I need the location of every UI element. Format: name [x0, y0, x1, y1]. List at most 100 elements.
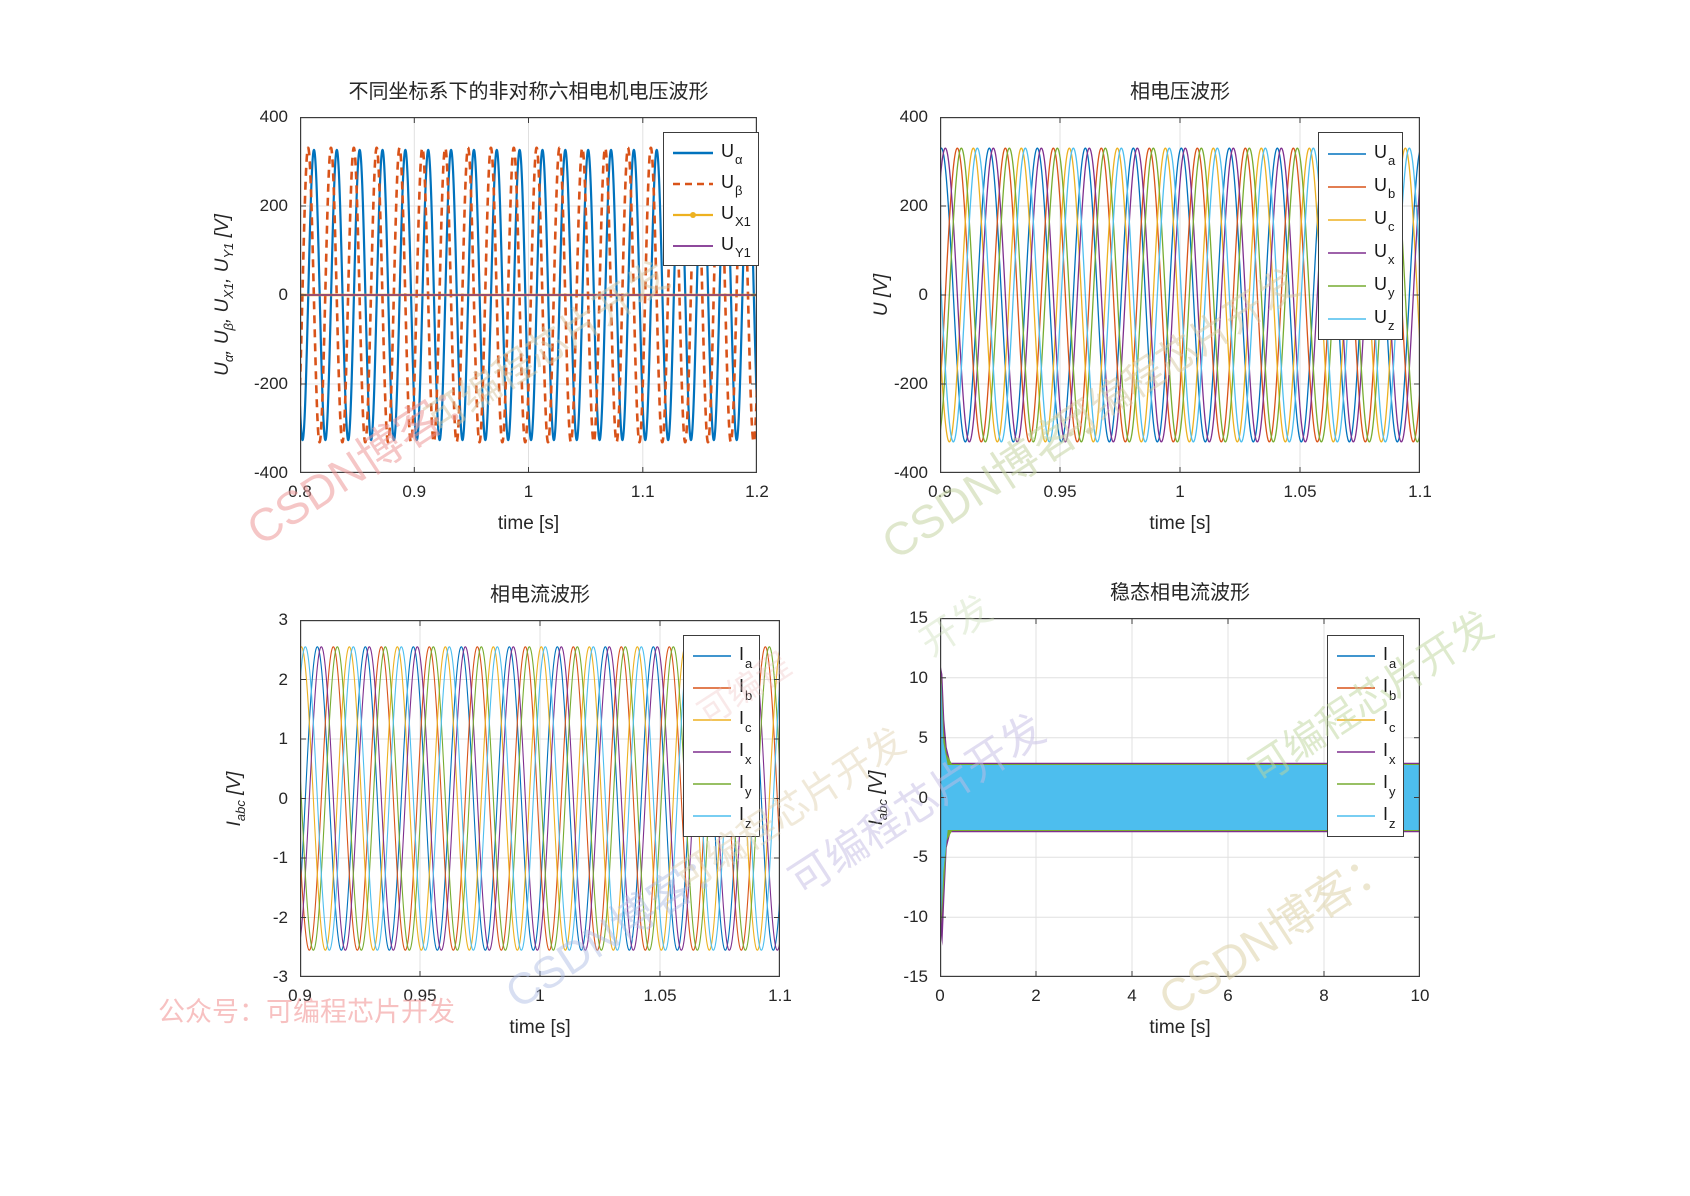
legend-line-sample: [1337, 719, 1375, 721]
y-tick-label: 0: [918, 285, 928, 304]
x-tick-label: 0.9: [288, 986, 312, 1005]
chart-title: 相电压波形: [1130, 81, 1230, 103]
legend-label-base: I: [1383, 708, 1389, 729]
legend-label-subscript: b: [745, 687, 753, 703]
legend-label-subscript: β: [735, 183, 743, 199]
legend-entry: UX1: [672, 199, 751, 230]
y-tick-label: 400: [899, 107, 928, 126]
y-tick-label: 15: [909, 608, 928, 627]
legend-label-base: U: [1374, 240, 1387, 261]
x-tick-label: 10: [1410, 986, 1430, 1005]
legend-entry: Ux: [1327, 236, 1395, 269]
legend-line-sample: [673, 211, 713, 218]
y-tick-label: 0: [278, 285, 288, 304]
legend-label-subscript: a: [745, 655, 753, 671]
legend-line-sample: [693, 815, 731, 817]
legend-box: Ia Ib Ic Ix Iy Iz: [1327, 635, 1405, 837]
chart-title: 相电流波形: [490, 584, 590, 606]
legend-line-sample: [1328, 152, 1366, 155]
x-tick-label: 0: [935, 986, 945, 1005]
legend-line-sample: [693, 751, 731, 753]
legend-entry: Uα: [672, 137, 750, 168]
legend-label-base: U: [1374, 273, 1387, 294]
series-line-U_z: [940, 147, 1420, 443]
legend-entry: Uy: [1327, 269, 1395, 302]
legend-label-base: I: [739, 644, 745, 665]
x-tick-label: 1.1: [630, 482, 655, 501]
legend-line-sample: [1328, 284, 1366, 287]
x-tick-label: 4: [1127, 986, 1137, 1005]
y-tick-label: -400: [253, 463, 288, 482]
x-tick-label: 1: [523, 482, 534, 501]
legend-entry-label: Uα: [721, 140, 743, 168]
legend-entry: Iz: [692, 800, 752, 832]
legend-label-subscript: a: [1388, 153, 1396, 169]
legend-entry: Iz: [1336, 800, 1396, 832]
legend-label-subscript: X1: [735, 214, 751, 230]
legend-line-sample: [1337, 751, 1375, 753]
x-tick-label: 8: [1319, 986, 1329, 1005]
legend-label-base: I: [1383, 676, 1389, 697]
legend-entry-label: UX1: [721, 203, 751, 230]
legend-label-subscript: y: [1389, 783, 1396, 799]
legend-label-base: I: [1383, 644, 1389, 665]
y-tick-label: 1: [278, 729, 288, 748]
legend-entry-label: Ix: [739, 740, 752, 767]
legend-label-subscript: x: [1388, 252, 1395, 268]
x-tick-label: 1.2: [745, 482, 769, 501]
legend-entry-label: Ic: [739, 708, 752, 735]
legend-box: Uα Uβ UX1 UY1: [663, 132, 759, 266]
legend-box: Ia Ib Ic Ix Iy Iz: [683, 635, 761, 837]
legend-label-subscript: b: [1388, 186, 1396, 202]
y-tick-label: 3: [278, 610, 288, 629]
y-tick-label: -3: [272, 967, 288, 986]
series-band-band-cyan: [940, 676, 1420, 916]
y-tick-label: 5: [918, 727, 928, 747]
legend-entry: Ic: [692, 704, 752, 736]
y-tick-label: 200: [899, 196, 928, 215]
y-tick-label: -1: [272, 848, 288, 867]
legend-label-subscript: x: [745, 751, 752, 767]
y-tick-label: -5: [912, 847, 928, 867]
series-line-U_beta: [300, 146, 757, 444]
legend-entry: Ia: [692, 640, 753, 672]
legend-label-base: U: [721, 140, 734, 161]
x-tick-label: 1.05: [1283, 482, 1317, 501]
legend-entry-label: Ib: [739, 676, 753, 703]
legend-label-base: I: [739, 740, 745, 761]
y-label-text: I: [866, 819, 888, 825]
legend-entry-label: Uz: [1374, 307, 1395, 334]
legend-entry-label: UY1: [721, 233, 751, 261]
legend-label-subscript: c: [1388, 219, 1395, 235]
legend-label-subscript: a: [1389, 655, 1397, 671]
legend-entry: Ua: [1327, 137, 1396, 170]
legend-entry: Ib: [1336, 672, 1396, 704]
legend-label-base: U: [721, 171, 734, 192]
legend-label-subscript: z: [1388, 318, 1395, 334]
legend-label-base: U: [1374, 141, 1387, 162]
legend-label-base: U: [721, 233, 734, 254]
legend-line-sample: [1337, 815, 1375, 817]
series-line-I_c: [300, 646, 780, 951]
x-axis-label: time [s]: [497, 513, 560, 534]
y-axis-label: Iabc [V]: [866, 770, 890, 825]
legend-entry-label: Iz: [1383, 804, 1396, 831]
legend-label-base: I: [739, 804, 745, 825]
legend-entry-label: Uy: [1374, 273, 1395, 301]
legend-label-subscript: y: [1388, 285, 1395, 301]
x-tick-label: 1: [535, 986, 545, 1005]
y-tick-label: -200: [253, 374, 288, 393]
legend-label-subscript: z: [745, 815, 752, 831]
x-tick-label: 0.9: [402, 482, 427, 501]
y-tick-label: 10: [909, 667, 928, 687]
legend-entry: Iy: [692, 768, 752, 800]
legend-entry: Uβ: [672, 168, 750, 199]
legend-entry-label: Uβ: [721, 171, 743, 199]
legend-entry-label: Ib: [1383, 676, 1396, 703]
legend-label-base: U: [1374, 174, 1387, 195]
